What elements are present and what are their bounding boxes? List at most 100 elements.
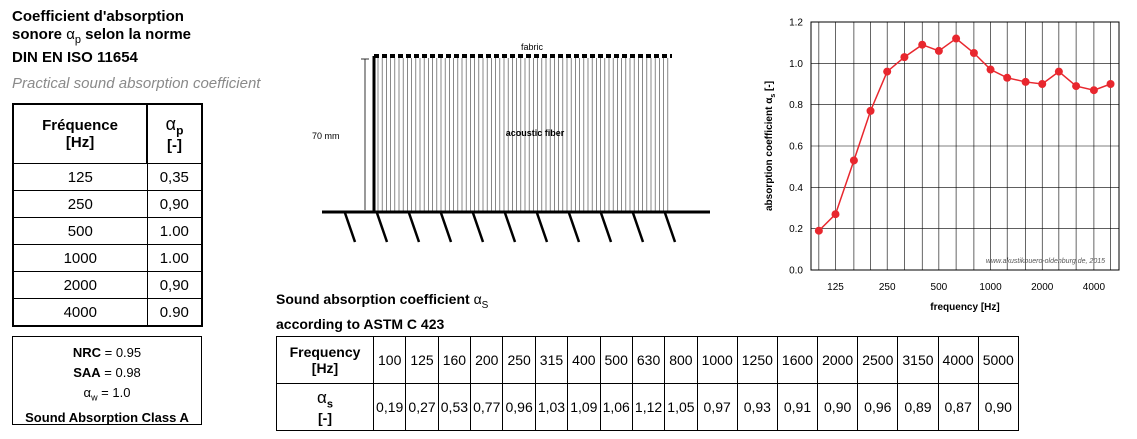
astm-freq-header-unit: [Hz] bbox=[311, 360, 339, 376]
title-alpha-sub: p bbox=[74, 34, 81, 46]
data-point bbox=[1106, 80, 1115, 88]
iso-table-header: Fréquence [Hz] αp [-] bbox=[11, 103, 203, 164]
data-point bbox=[1021, 77, 1030, 86]
astm-title-line-1: Sound absorption coefficient αS bbox=[276, 290, 488, 315]
astm-frequency-cell: 630 bbox=[631, 336, 666, 384]
astm-alpha-cell: 0,91 bbox=[776, 383, 819, 431]
astm-frequency-cell: 4000 bbox=[937, 336, 979, 384]
x-axis-label: frequency [Hz] bbox=[930, 302, 999, 313]
data-point bbox=[986, 65, 995, 74]
iso-alpha-cell: 0.90 bbox=[146, 298, 203, 327]
astm-alpha-cell: 0,96 bbox=[857, 383, 899, 431]
astm-alpha-cell: 1,09 bbox=[567, 383, 601, 431]
y-tick-label: 1.2 bbox=[789, 18, 803, 29]
y-tick-label: 0.0 bbox=[789, 266, 803, 277]
aw-line: αw = 1.0 bbox=[13, 383, 201, 408]
iso-table-row: 125 0,35 bbox=[11, 163, 203, 191]
astm-frequency-cell: 800 bbox=[664, 336, 698, 384]
data-point bbox=[1072, 82, 1081, 91]
iso-frequency-cell: 4000 bbox=[11, 298, 148, 327]
aw-sub: w bbox=[91, 392, 98, 403]
iso-header-alpha-unit: [-] bbox=[167, 137, 183, 155]
iso-header-alpha: αp [-] bbox=[146, 103, 203, 164]
astm-table: Frequency [Hz] 100 125 160 200 250 315 400 500 63… bbox=[276, 336, 1019, 431]
astm-freq-header: Frequency [Hz] bbox=[276, 336, 374, 384]
astm-alpha-cell: 0,53 bbox=[437, 383, 472, 431]
construction-diagram: fabric acoustic fiber 70 mm bbox=[312, 42, 710, 243]
iso-alpha-cell: 0,35 bbox=[146, 163, 203, 191]
aw-alpha: α bbox=[83, 385, 92, 400]
subtitle: Practical sound absorption coefficient bbox=[12, 75, 261, 92]
data-point bbox=[866, 106, 875, 115]
astm-frequency-cell: 315 bbox=[534, 336, 569, 384]
astm-alpha-symbol: α bbox=[317, 387, 327, 407]
hatch-line bbox=[375, 212, 389, 243]
saa-value: = 0.98 bbox=[100, 365, 141, 380]
iso-table-row: 500 1.00 bbox=[11, 217, 203, 245]
astm-title-sub: S bbox=[481, 299, 489, 311]
y-tick-label: 0.4 bbox=[789, 183, 803, 194]
astm-frequency-cell: 500 bbox=[599, 336, 633, 384]
chart-grid bbox=[811, 21, 1119, 271]
astm-alpha-cell: 0,77 bbox=[470, 383, 504, 431]
data-point bbox=[934, 46, 943, 55]
astm-alpha-cell: 0,90 bbox=[977, 383, 1019, 431]
astm-frequency-cell: 160 bbox=[437, 336, 472, 384]
astm-frequency-cell: 100 bbox=[372, 336, 407, 384]
y-tick-label: 0.8 bbox=[789, 100, 803, 111]
astm-title-line-2: according to ASTM C 423 bbox=[276, 315, 445, 332]
astm-frequency-cell: 5000 bbox=[977, 336, 1019, 384]
data-point bbox=[900, 53, 909, 62]
iso-header-freq-label: Fréquence bbox=[42, 117, 118, 134]
astm-alpha-cell: 0,89 bbox=[897, 383, 939, 431]
astm-alpha-cell: 0,90 bbox=[817, 383, 859, 431]
x-tick-label: 500 bbox=[931, 282, 948, 293]
iso-alpha-cell: 0,90 bbox=[146, 271, 203, 299]
y-tick-label: 0.6 bbox=[789, 142, 803, 153]
title-line-2-post: selon la norme bbox=[80, 26, 192, 43]
data-point bbox=[849, 156, 858, 165]
iso-header-freq-unit: [Hz] bbox=[65, 134, 95, 151]
x-tick-label: 250 bbox=[879, 282, 896, 293]
iso-alpha-cell: 0,90 bbox=[146, 190, 203, 218]
x-tick-label: 1000 bbox=[979, 282, 1002, 293]
iso-table-row: 1000 1.00 bbox=[11, 244, 203, 272]
astm-frequency-cell: 400 bbox=[567, 336, 601, 384]
astm-frequency-cell: 125 bbox=[405, 336, 439, 384]
astm-frequency-cell: 1250 bbox=[736, 336, 778, 384]
title-line-3: DIN EN ISO 11654 bbox=[12, 49, 138, 66]
astm-frequency-cell: 2500 bbox=[857, 336, 899, 384]
series-line bbox=[818, 37, 1111, 232]
summary-box: NRC = 0.95 SAA = 0.98 αw = 1.0 Sound Abs… bbox=[12, 336, 202, 425]
astm-title-alpha: α bbox=[473, 291, 482, 307]
page-title: Coefficient d'absorption sonore αp selon… bbox=[12, 8, 191, 67]
iso-frequency-cell: 2000 bbox=[11, 271, 148, 299]
astm-alpha-sub: s bbox=[326, 398, 333, 411]
hatch-line bbox=[471, 212, 485, 243]
iso-alpha-cell: 1.00 bbox=[146, 217, 203, 245]
fabric-label: fabric bbox=[521, 42, 544, 52]
iso-header-alpha-sub: p bbox=[176, 123, 184, 138]
astm-freq-header-label: Frequency bbox=[289, 344, 361, 360]
iso-frequency-cell: 500 bbox=[11, 217, 148, 245]
hatch-line bbox=[439, 212, 453, 243]
x-tick-label: 4000 bbox=[1083, 282, 1106, 293]
iso-frequency-cell: 250 bbox=[11, 190, 148, 218]
iso-alpha-cell: 1.00 bbox=[146, 244, 203, 272]
astm-title-pre: Sound absorption coefficient bbox=[276, 291, 474, 307]
x-tick-label: 2000 bbox=[1031, 282, 1054, 293]
astm-frequency-row: Frequency [Hz] 100 125 160 200 250 315 400 500 63… bbox=[276, 336, 1019, 384]
iso-table: Fréquence [Hz] αp [-] 125 0,35 250 0,90 500 1.0… bbox=[11, 103, 203, 327]
title-line-1: Coefficient d'absorption bbox=[12, 8, 184, 25]
data-point bbox=[969, 49, 978, 57]
iso-frequency-cell: 1000 bbox=[11, 244, 148, 272]
x-tick-labels: 125 250 500 1000 2000 4000 bbox=[827, 282, 1105, 293]
iso-header-frequency: Fréquence [Hz] bbox=[11, 103, 149, 164]
title-line-2: sonore αp selon la norme bbox=[12, 26, 191, 49]
data-point bbox=[1003, 73, 1012, 82]
astm-alpha-cell: 0,96 bbox=[502, 383, 536, 431]
astm-alpha-cell: 1,03 bbox=[534, 383, 569, 431]
ground-hatching bbox=[343, 212, 677, 243]
y-axis-label-unit: [-] bbox=[764, 81, 775, 94]
astm-frequency-cell: 2000 bbox=[817, 336, 859, 384]
